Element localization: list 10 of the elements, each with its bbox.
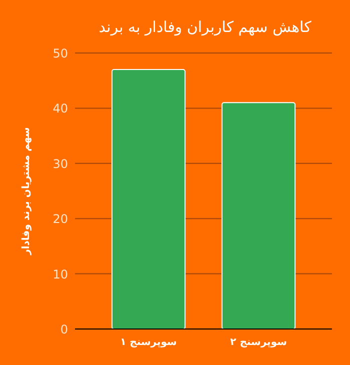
- y-tick-label: 20: [52, 212, 68, 226]
- x-tick-label: سوپرسنج ۲: [230, 337, 288, 348]
- y-axis-title: سهم مشتریان برند وفادار: [21, 126, 32, 256]
- y-tick-label: 50: [52, 46, 68, 60]
- x-tick-label: سوپرسنج ۱: [120, 337, 178, 348]
- y-tick-label: 10: [52, 267, 68, 282]
- chart-title: کاهش سهم کاربران وفادار به برند: [98, 18, 312, 36]
- y-tick-label: 40: [52, 102, 68, 116]
- y-tick-label: 0: [60, 322, 68, 336]
- y-tick-label: 30: [52, 156, 68, 171]
